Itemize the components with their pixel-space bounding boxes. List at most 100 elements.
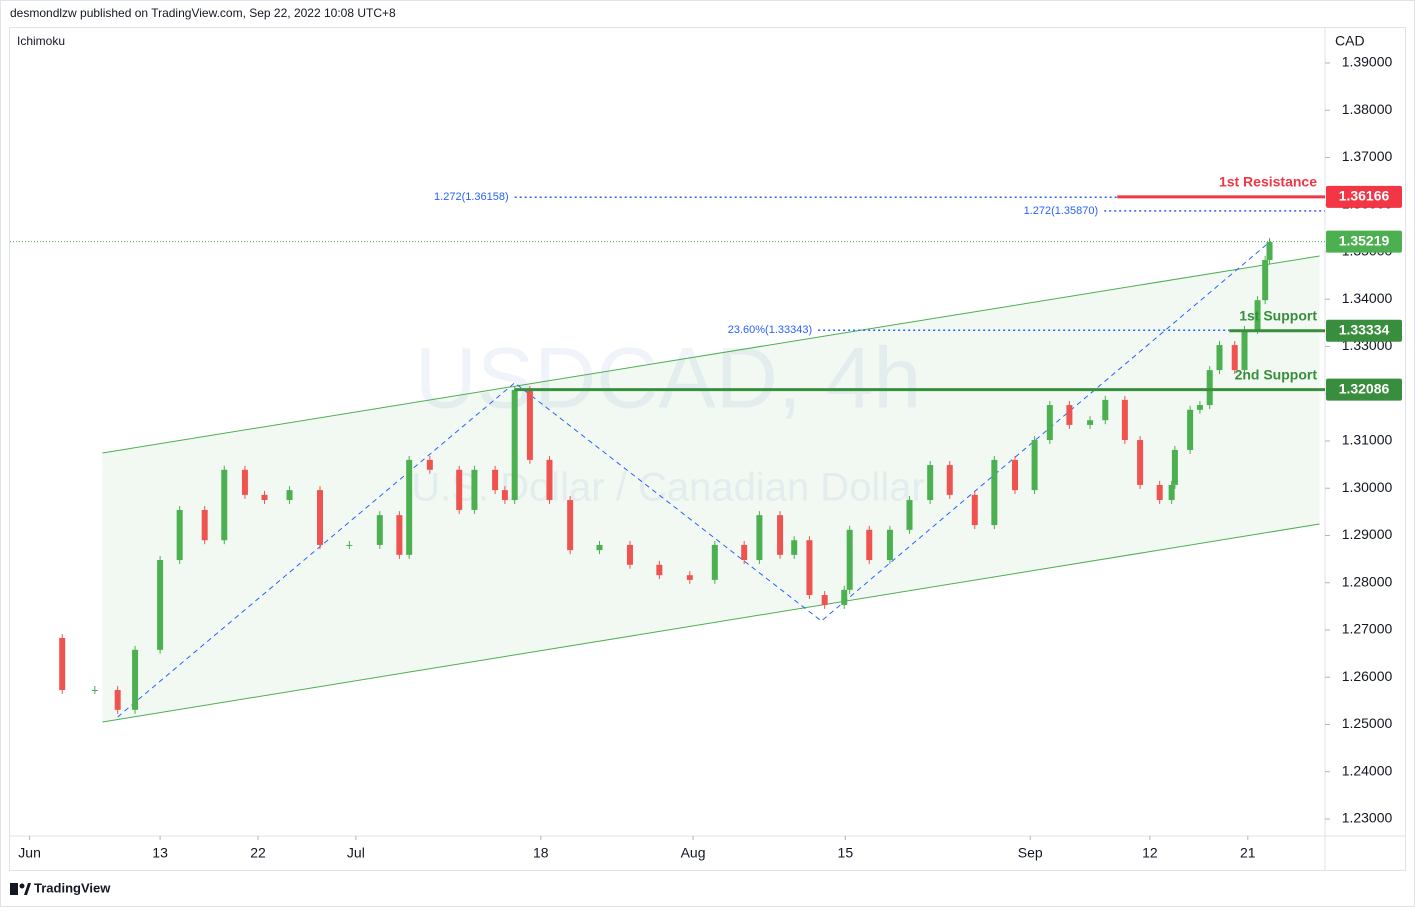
indicator-label: Ichimoku (17, 34, 65, 48)
candle-body (1012, 459, 1019, 491)
candle-body (91, 689, 98, 691)
fib-label: 1.272(1.35870) (1024, 205, 1099, 217)
candle-body (846, 529, 853, 590)
y-tick-label: 1.26000 (1342, 668, 1393, 684)
candle-body (1231, 345, 1238, 371)
candle-body (991, 459, 998, 526)
price-badge-label: 1.35219 (1339, 232, 1390, 248)
candle-body (501, 490, 508, 501)
candle-body (711, 544, 718, 580)
candle-body (1206, 370, 1213, 406)
channel-lower (102, 523, 1320, 723)
x-tick-label: 21 (1240, 845, 1256, 861)
price-badge (1326, 230, 1402, 253)
candle-body (1187, 409, 1194, 450)
candle-body (1121, 399, 1128, 441)
candle-body (1241, 329, 1248, 371)
candle-body (471, 469, 478, 510)
y-tick-label: 1.24000 (1342, 762, 1393, 778)
candle-body (346, 544, 353, 546)
candle-body (1262, 260, 1269, 301)
candle-body (114, 689, 121, 710)
candle-body (316, 490, 323, 545)
fib-label: 1.272(1.36158) (434, 191, 509, 203)
candle-body (756, 515, 763, 561)
price-badge (1326, 378, 1402, 401)
x-tick-label: Sep (1018, 845, 1043, 861)
header: desmondlzw published on TradingView.com,… (10, 6, 396, 20)
x-tick-label: 15 (838, 845, 854, 861)
candle-body (221, 469, 228, 541)
candle-body (806, 540, 813, 596)
candle-body (886, 529, 893, 561)
y-tick-label: 1.29000 (1342, 526, 1393, 542)
candle-body (176, 509, 183, 561)
x-tick-label: 18 (533, 845, 549, 861)
candle-body (426, 459, 433, 470)
y-tick-label: 1.30000 (1342, 479, 1393, 495)
y-tick-label: 1.37000 (1342, 148, 1393, 164)
candle-body (1266, 242, 1273, 261)
price-badge-label: 1.33334 (1339, 321, 1390, 337)
candle-body (946, 465, 953, 495)
candle-body (1216, 345, 1223, 371)
level-label: 2nd Support (1235, 366, 1318, 382)
candle-body (546, 459, 553, 501)
candle-body (406, 459, 413, 555)
y-tick-label: 1.39000 (1342, 54, 1393, 70)
candle-body (821, 595, 828, 605)
candle-body (1168, 484, 1175, 501)
x-tick-label: Jun (18, 845, 41, 861)
candle-body (157, 560, 164, 650)
channel-area (102, 255, 1320, 722)
candle-body (511, 389, 518, 501)
level-label: 1st Resistance (1219, 174, 1317, 190)
footer: TradingView (34, 880, 111, 895)
price-badge (1326, 185, 1402, 208)
candle-body (396, 515, 403, 555)
candle-body (626, 544, 633, 565)
candle-body (1031, 440, 1038, 491)
candle-body (841, 589, 848, 605)
candle-body (866, 529, 873, 561)
x-tick-label: 13 (152, 845, 168, 861)
price-badge-label: 1.36166 (1339, 188, 1390, 204)
candle-body (791, 540, 798, 555)
candle-body (567, 500, 574, 551)
currency: CAD (1335, 33, 1365, 49)
candle-body (1171, 449, 1178, 485)
candle-body (1102, 399, 1109, 421)
candle-body (1066, 405, 1073, 425)
logo (10, 883, 31, 895)
candle-body (286, 490, 293, 501)
y-tick-label: 1.27000 (1342, 621, 1393, 637)
y-tick-label: 1.23000 (1342, 810, 1393, 826)
watermark: USDCAD, 4h (415, 331, 922, 427)
y-tick-label: 1.38000 (1342, 101, 1393, 117)
candle-body (59, 638, 66, 690)
candle-body (492, 469, 499, 491)
y-tick-label: 1.25000 (1342, 715, 1393, 731)
candle-body (1254, 300, 1261, 330)
candle-body (261, 494, 268, 501)
price-badge-label: 1.32086 (1339, 380, 1390, 396)
candle-body (132, 649, 139, 710)
x-tick-label: Jul (347, 845, 365, 861)
candle-body (1046, 405, 1053, 441)
fib-label: 23.60%(1.33343) (728, 324, 812, 336)
zigzag (117, 241, 1270, 718)
candle-body (686, 575, 693, 580)
x-tick-label: 22 (250, 845, 266, 861)
candle-body (741, 544, 748, 561)
price-badge (1326, 319, 1402, 342)
candle-body (1156, 484, 1163, 501)
candle-body (1137, 440, 1144, 485)
y-tick-label: 1.31000 (1342, 432, 1393, 448)
candle-body (526, 389, 533, 460)
y-tick-label: 1.28000 (1342, 573, 1393, 589)
candle-body (656, 564, 663, 576)
channel-upper (102, 255, 1320, 454)
